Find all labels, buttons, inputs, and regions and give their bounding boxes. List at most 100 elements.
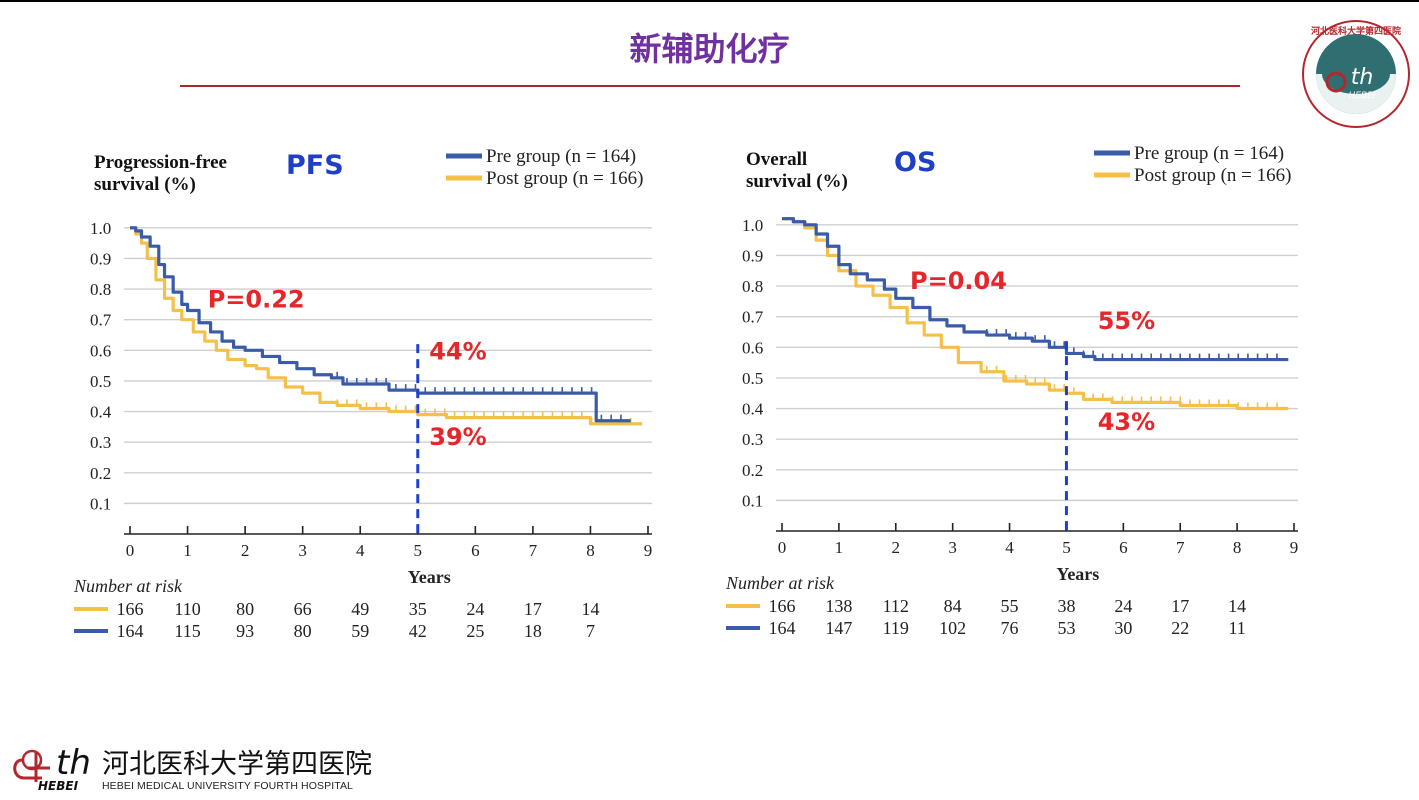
x-tick-label: 5 xyxy=(414,541,423,560)
risk-value: 102 xyxy=(939,618,966,638)
risk-value: 119 xyxy=(883,618,909,638)
annotation-label: 55% xyxy=(1098,307,1155,335)
x-tick-label: 4 xyxy=(1005,538,1014,557)
y-tick-label: 0.6 xyxy=(742,338,763,357)
annotation-label: P=0.04 xyxy=(910,267,1007,295)
x-tick-label: 7 xyxy=(1176,538,1185,557)
risk-value: 164 xyxy=(117,621,144,641)
risk-value: 80 xyxy=(294,621,312,641)
risk-value: 24 xyxy=(1114,596,1132,616)
svg-text:th: th xyxy=(1351,65,1374,90)
risk-value: 84 xyxy=(944,596,962,616)
risk-value: 147 xyxy=(825,618,852,638)
x-tick-label: 6 xyxy=(1119,538,1128,557)
y-tick-label: 0.3 xyxy=(90,433,111,452)
y-tick-label: 0.2 xyxy=(90,464,111,483)
y-tick-label: 0.8 xyxy=(90,280,111,299)
svg-text:河北医科大学第四医院: 河北医科大学第四医院 xyxy=(1311,25,1401,37)
x-tick-label: 0 xyxy=(778,538,787,557)
x-tick-label: 9 xyxy=(1290,538,1299,557)
top-border xyxy=(0,0,1419,2)
y-tick-label: 1.0 xyxy=(90,219,111,238)
x-tick-label: 9 xyxy=(644,541,653,560)
svg-text:th: th xyxy=(56,743,91,783)
x-tick-label: 5 xyxy=(1062,538,1071,557)
y-tick-label: 0.7 xyxy=(90,311,112,330)
y-tick-label: 0.7 xyxy=(742,308,764,327)
annotation-label: 39% xyxy=(429,423,486,451)
risk-value: 14 xyxy=(1228,596,1246,616)
y-tick-label: 0.1 xyxy=(90,494,111,513)
x-tick-label: 1 xyxy=(183,541,192,560)
x-tick-label: 1 xyxy=(835,538,844,557)
y-tick-label: 0.6 xyxy=(90,341,111,360)
risk-value: 110 xyxy=(174,599,200,619)
survival-curve-pre xyxy=(782,217,1289,362)
legend-label-post: Post group (n = 166) xyxy=(486,168,643,189)
risk-value: 112 xyxy=(883,596,909,616)
risk-value: 38 xyxy=(1057,596,1075,616)
risk-value: 115 xyxy=(174,621,200,641)
risk-value: 35 xyxy=(409,599,427,619)
footer-hospital-name-en: HEBEI MEDICAL UNIVERSITY FOURTH HOSPITAL xyxy=(102,780,353,792)
y-axis-label-line2: survival (%) xyxy=(746,171,848,192)
risk-value: 24 xyxy=(466,599,484,619)
y-tick-label: 0.5 xyxy=(742,369,763,388)
survival-curve-post xyxy=(130,226,643,426)
risk-value: 166 xyxy=(117,599,144,619)
y-tick-label: 0.4 xyxy=(90,403,112,422)
os-chart: Overall survival (%) OS Pre group (n = 164)… xyxy=(712,140,1362,660)
risk-value: 164 xyxy=(769,618,796,638)
chart-tag-label: PFS xyxy=(286,150,344,181)
risk-value: 14 xyxy=(581,599,599,619)
x-axis-label: Years xyxy=(408,567,451,587)
y-axis-label: Progression-free xyxy=(94,152,227,173)
risk-value: 17 xyxy=(1171,596,1189,616)
y-axis-label: Overall xyxy=(746,149,807,170)
hospital-seal-logo: 河北医科大学第四医院 th HEBEI xyxy=(1302,20,1410,128)
survival-curve-pre xyxy=(130,226,631,423)
x-tick-label: 8 xyxy=(1233,538,1242,557)
chart-tag-label: OS xyxy=(894,147,936,178)
x-axis-label: Years xyxy=(1056,564,1099,584)
x-tick-label: 0 xyxy=(126,541,135,560)
x-tick-label: 3 xyxy=(948,538,957,557)
footer-hospital-name-cn: 河北医科大学第四医院 xyxy=(102,749,372,780)
slide-title: 新辅助化疗 xyxy=(629,30,790,68)
risk-value: 166 xyxy=(769,596,796,616)
y-tick-label: 0.4 xyxy=(742,400,764,419)
y-tick-label: 1.0 xyxy=(742,216,763,235)
risk-table-title: Number at risk xyxy=(725,573,835,593)
risk-value: 93 xyxy=(236,621,254,641)
footer-hospital-logo: th HEBEI xyxy=(13,743,91,793)
annotation-label: 44% xyxy=(429,337,486,365)
x-tick-label: 6 xyxy=(471,541,480,560)
legend-label-pre: Pre group (n = 164) xyxy=(486,146,636,167)
y-tick-label: 0.5 xyxy=(90,372,111,391)
risk-value: 59 xyxy=(351,621,369,641)
risk-table-title: Number at risk xyxy=(73,576,183,596)
y-axis-label-line2: survival (%) xyxy=(94,174,196,195)
risk-value: 66 xyxy=(294,599,312,619)
risk-value: 18 xyxy=(524,621,542,641)
risk-value: 76 xyxy=(1001,618,1019,638)
svg-text:HEBEI: HEBEI xyxy=(38,779,79,793)
x-tick-label: 8 xyxy=(586,541,595,560)
svg-text:HEBEI: HEBEI xyxy=(1349,91,1376,101)
x-tick-label: 7 xyxy=(529,541,538,560)
legend-label-pre: Pre group (n = 164) xyxy=(1134,143,1284,164)
y-tick-label: 0.1 xyxy=(742,491,763,510)
risk-value: 42 xyxy=(409,621,427,641)
y-tick-label: 0.9 xyxy=(742,246,763,265)
y-tick-label: 0.8 xyxy=(742,277,763,296)
risk-value: 80 xyxy=(236,599,254,619)
annotation-label: 43% xyxy=(1098,408,1155,436)
y-tick-label: 0.3 xyxy=(742,430,763,449)
risk-value: 49 xyxy=(351,599,369,619)
annotation-label: P=0.22 xyxy=(208,285,305,313)
x-tick-label: 3 xyxy=(298,541,307,560)
legend-label-post: Post group (n = 166) xyxy=(1134,165,1291,186)
risk-value: 22 xyxy=(1171,618,1189,638)
